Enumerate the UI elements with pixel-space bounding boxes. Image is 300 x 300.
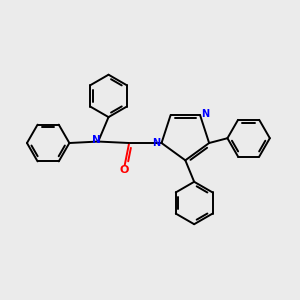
Text: N: N <box>92 135 101 145</box>
Text: N: N <box>152 138 160 148</box>
Text: O: O <box>119 165 129 176</box>
Text: N: N <box>201 109 209 118</box>
